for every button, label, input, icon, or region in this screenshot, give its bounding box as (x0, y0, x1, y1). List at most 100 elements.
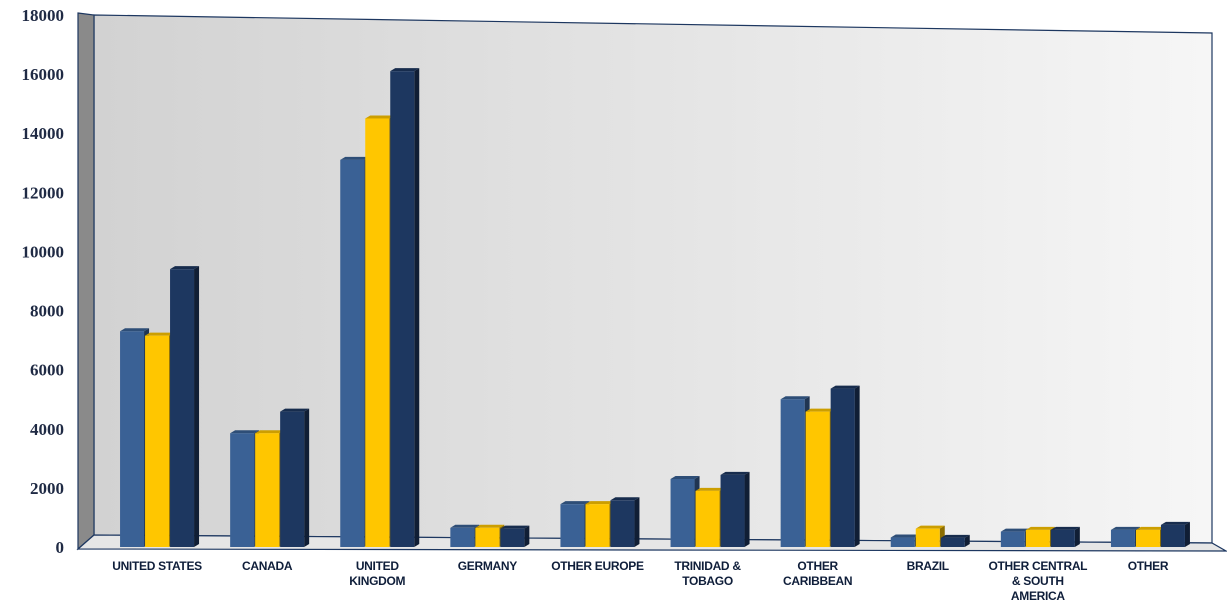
bar-front (475, 527, 500, 547)
bar-top (610, 497, 640, 501)
bar-top (670, 476, 700, 480)
bar (280, 408, 310, 547)
x-tick-label: CARIBBEAN (783, 574, 852, 588)
x-tick-label: OTHER EUROPE (551, 559, 644, 573)
bar (560, 501, 590, 547)
y-axis: 0 2000 4000 6000 8000 10000 12000 14000 16000 180… (22, 6, 65, 557)
x-tick-label: & SOUTH (1012, 574, 1064, 588)
bar-front (805, 411, 830, 547)
bar-top (940, 534, 970, 538)
bar-top (120, 328, 150, 332)
bar-top (585, 501, 615, 505)
bar (365, 115, 395, 547)
bar-front (780, 399, 805, 547)
bar (255, 430, 285, 547)
bar-front (940, 537, 965, 547)
y-tick-label: 14000 (22, 124, 65, 143)
bar (780, 396, 810, 547)
bar-top (1000, 528, 1030, 532)
bar (500, 525, 530, 547)
bar-front (670, 479, 695, 547)
bar (1135, 526, 1165, 547)
y-tick-label: 10000 (22, 242, 65, 261)
bar-top (780, 396, 810, 400)
bar-top (1160, 521, 1190, 525)
bar-top (830, 385, 860, 389)
bar (1110, 526, 1140, 547)
bar-top (560, 501, 590, 505)
bar (340, 156, 370, 548)
bar-front (695, 490, 720, 547)
bar-top (390, 68, 420, 72)
bar-front (340, 159, 365, 548)
bar (230, 430, 260, 547)
x-tick-label: AMERICA (1011, 589, 1066, 603)
bar-front (500, 528, 525, 547)
bar-top (1135, 526, 1165, 530)
bar (695, 487, 725, 547)
bar-front (830, 388, 855, 547)
bar-side (1074, 526, 1080, 547)
x-tick-label: OTHER (797, 559, 838, 573)
bar-side (964, 534, 970, 547)
bar-top (890, 534, 920, 538)
bar (1050, 526, 1080, 547)
bar (1000, 528, 1030, 547)
bar-front (170, 269, 195, 547)
bar-front (1050, 529, 1075, 547)
bar (1160, 521, 1190, 547)
bars (120, 68, 1190, 548)
bar (805, 408, 835, 547)
bar-front (145, 335, 170, 547)
x-tick-label: CANADA (242, 559, 293, 573)
bar-front (280, 411, 305, 547)
bar-front (450, 527, 475, 547)
bar-top (170, 266, 200, 270)
bar-side (414, 68, 420, 548)
bar-top (450, 524, 480, 528)
x-tick-label: BRAZIL (907, 559, 949, 573)
bar-front (1160, 524, 1185, 547)
bar-front (1135, 529, 1160, 547)
bar (450, 524, 480, 547)
bar-top (145, 332, 175, 336)
x-tick-label: UNITED STATES (112, 559, 202, 573)
bar-front (365, 118, 390, 547)
x-tick-label: UNITED (356, 559, 400, 573)
bar-top (365, 115, 395, 119)
x-tick-label: KINGDOM (349, 574, 405, 588)
bar (390, 68, 420, 548)
bar-side (304, 408, 310, 547)
y-tick-label: 16000 (22, 65, 65, 84)
bar-top (475, 524, 505, 528)
bar (170, 266, 200, 547)
bar-front (610, 500, 635, 547)
bar-top (695, 487, 725, 491)
bar-front (1025, 529, 1050, 547)
bar-top (805, 408, 835, 412)
bar (940, 534, 970, 547)
bar-top (720, 471, 750, 475)
y-tick-label: 4000 (30, 420, 64, 439)
bar-front (890, 537, 915, 547)
bar-top (280, 408, 310, 412)
x-tick-label: TRINIDAD & (674, 559, 741, 573)
bar-front (230, 433, 255, 547)
bar-top (915, 525, 945, 529)
bar-front (255, 433, 280, 547)
bar-side (744, 471, 750, 547)
bar (610, 497, 640, 547)
bar-side (194, 266, 200, 547)
bar-front (720, 474, 745, 547)
y-tick-label: 2000 (30, 479, 64, 498)
bar-top (340, 156, 370, 160)
bar-side (524, 525, 530, 547)
bar-front (390, 71, 415, 548)
y-tick-label: 0 (56, 538, 65, 557)
x-tick-label: OTHER (1128, 559, 1169, 573)
bar (720, 471, 750, 547)
x-tick-label: GERMANY (458, 559, 518, 573)
bar-top (500, 525, 530, 529)
bar-front (915, 528, 940, 547)
